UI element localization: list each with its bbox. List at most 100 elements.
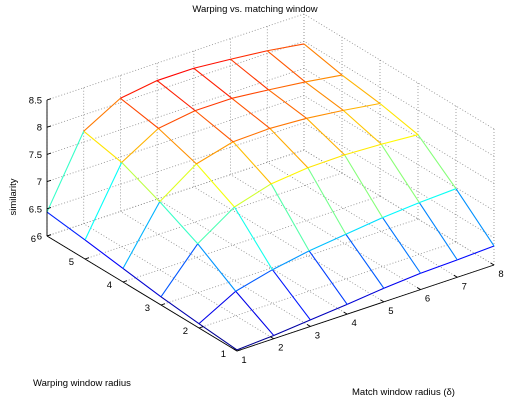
grid-line (120, 211, 311, 327)
grid-line (160, 218, 419, 306)
z-tick (46, 98, 52, 101)
surface-edge (271, 269, 311, 321)
y-tick-label: 3 (145, 303, 150, 314)
x-tick-label: 7 (462, 281, 467, 292)
surface-edge (270, 183, 310, 252)
surface-edge (345, 217, 383, 235)
grid-line (84, 172, 343, 260)
surface-edge (121, 127, 159, 163)
surface-edge (269, 128, 309, 169)
surface-edge (269, 117, 307, 129)
surface-edge (268, 81, 306, 91)
grid-line (303, 13, 495, 130)
surface-edge (159, 163, 197, 203)
x-tick-label: 1 (241, 355, 246, 366)
z-axis-label: similarity (8, 178, 19, 215)
surface-edge (122, 201, 161, 269)
grid-line (46, 13, 305, 101)
surface-edge (307, 167, 347, 235)
surface-edge (236, 334, 274, 351)
surface-edge (306, 117, 345, 156)
surface-edge (457, 245, 495, 261)
surface-edge (344, 154, 384, 218)
surface-edge (83, 130, 123, 163)
surface-edge (304, 81, 344, 111)
z-tick-label: 7 (37, 177, 42, 188)
y-tick (122, 280, 128, 283)
y-axis-label: Warping window radius (33, 378, 131, 389)
grid-line (46, 68, 305, 155)
chart-title: Warping vs. matching window (192, 4, 317, 15)
surface-edge (230, 50, 268, 60)
x-tick (453, 274, 458, 278)
surface-edge (198, 323, 238, 351)
surface-edge (120, 80, 158, 99)
y-tick-label: 4 (107, 280, 112, 291)
surface-edge (235, 290, 275, 336)
x-tick (269, 336, 274, 340)
surface-edge (231, 89, 269, 99)
surface-edge (160, 296, 200, 325)
x-tick (233, 348, 238, 352)
x-tick-label: 3 (315, 330, 320, 341)
surface-edge (306, 109, 344, 119)
surface-edge (84, 239, 124, 269)
grid-line (83, 223, 274, 340)
surface-edge (419, 188, 457, 204)
y-tick (198, 326, 204, 329)
grid-line (46, 40, 305, 128)
y-tick-label: 6 (31, 234, 36, 245)
surface-edge (156, 67, 195, 82)
x-tick (416, 287, 421, 290)
x-tick-label: 6 (425, 294, 430, 305)
z-tick-label: 6 (37, 232, 42, 243)
tick-labels: 6 6.5 7 7.5 8 8.5 1 2 3 4 5 6 1 2 3 4 5 6 7 8 (29, 96, 504, 367)
surface-edge (198, 290, 237, 325)
y-tick (46, 234, 52, 237)
surface-edge (382, 202, 420, 219)
surface-edge (196, 141, 234, 165)
surface-edge (231, 97, 271, 129)
surface-edge (270, 167, 309, 185)
x-tick (490, 262, 495, 266)
surface-edge (342, 109, 382, 145)
x-tick (306, 323, 311, 327)
grid-line (193, 186, 385, 303)
surface-edge (120, 97, 159, 129)
surface-edge (83, 97, 121, 132)
surface-edge (230, 58, 269, 91)
surface-edge (341, 74, 381, 104)
surface-edge (305, 74, 343, 83)
surface-edge (310, 303, 348, 321)
surface-edge (418, 202, 458, 261)
z-tick (46, 152, 52, 155)
surface-edge (232, 141, 272, 185)
y-tick-label: 5 (69, 257, 74, 268)
grid-line (122, 195, 381, 283)
y-tick (84, 257, 90, 260)
surface-edge (46, 211, 86, 241)
surface-edge (267, 43, 305, 52)
x-axis-line (236, 264, 495, 352)
surface-edge (346, 287, 385, 305)
surface-edge (193, 67, 233, 99)
z-tick-label: 8 (37, 123, 42, 134)
surface-edge (158, 110, 196, 129)
surface-edge (160, 243, 199, 298)
y-tick (236, 349, 242, 352)
surface-edge (196, 163, 235, 208)
surface-edge (273, 319, 311, 336)
surface-edge (193, 58, 231, 69)
surface-edge (455, 188, 495, 247)
surface-mesh (46, 43, 495, 351)
surface-edge (234, 183, 272, 208)
grid-line (267, 161, 458, 278)
grid-line (303, 122, 495, 239)
z-tick (46, 125, 52, 128)
surface-edge (417, 134, 457, 190)
axis-lines (46, 98, 495, 352)
surface-edge (308, 250, 348, 305)
grid-line (303, 68, 495, 184)
